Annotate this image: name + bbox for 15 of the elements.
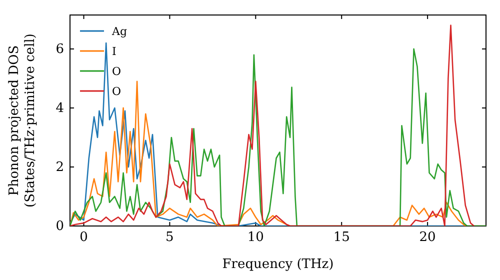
legend-label: O — [112, 65, 122, 78]
legend-label: I — [112, 45, 116, 58]
y-tick-label: 6 — [56, 42, 64, 58]
y-axis-title: Phonon projected DOS (States/THz·primitive cell) — [7, 33, 38, 208]
y-tick-label: 4 — [56, 101, 64, 116]
x-axis-title: Frequency (THz) — [222, 257, 334, 272]
y-tick-label: 0 — [56, 219, 64, 234]
x-tick-label: 10 — [247, 230, 264, 246]
x-tick-label: 5 — [166, 230, 174, 246]
x-tick-label: 20 — [419, 230, 436, 246]
legend-label: Ag — [111, 25, 127, 38]
x-tick-label: 15 — [333, 230, 350, 246]
legend-label: O — [112, 85, 122, 98]
x-tick-label: 0 — [80, 230, 88, 246]
y-tick-label: 2 — [56, 160, 64, 176]
